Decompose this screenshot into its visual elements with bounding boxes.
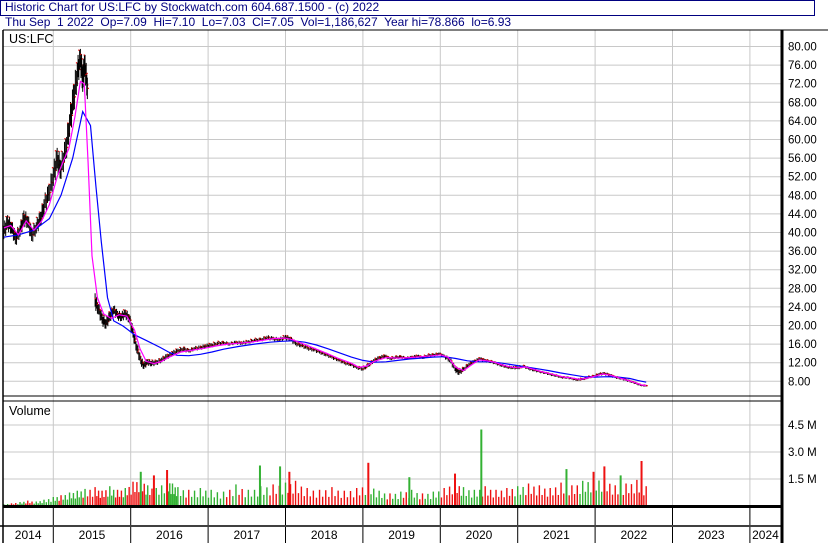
volume-pane-label: Volume xyxy=(9,404,51,418)
svg-text:64.00: 64.00 xyxy=(788,116,817,128)
quote-summary-line: Thu Sep 1 2022 Op=7.09 Hi=7.10 Lo=7.03 C… xyxy=(5,15,512,29)
svg-text:32.00: 32.00 xyxy=(788,265,817,277)
svg-text:12.00: 12.00 xyxy=(788,358,817,370)
svg-text:72.00: 72.00 xyxy=(788,79,817,91)
svg-text:2014: 2014 xyxy=(15,528,42,542)
svg-text:2021: 2021 xyxy=(543,528,570,542)
svg-text:2024: 2024 xyxy=(752,528,779,542)
chart-borders xyxy=(0,29,828,543)
svg-text:2019: 2019 xyxy=(388,528,415,542)
svg-text:76.00: 76.00 xyxy=(788,60,817,72)
svg-text:36.00: 36.00 xyxy=(788,246,817,258)
svg-text:20.00: 20.00 xyxy=(788,321,817,333)
title-bar: Historic Chart for US:LFC by Stockwatch.… xyxy=(0,0,815,16)
svg-text:2023: 2023 xyxy=(698,528,725,542)
svg-text:44.00: 44.00 xyxy=(788,209,817,221)
svg-text:28.00: 28.00 xyxy=(788,283,817,295)
svg-text:2017: 2017 xyxy=(233,528,260,542)
svg-text:68.00: 68.00 xyxy=(788,97,817,109)
svg-text:2022: 2022 xyxy=(620,528,647,542)
gridlines xyxy=(3,30,781,505)
svg-text:2020: 2020 xyxy=(466,528,493,542)
svg-text:56.00: 56.00 xyxy=(788,153,817,165)
svg-text:3.0 M: 3.0 M xyxy=(788,447,817,459)
svg-text:8.00: 8.00 xyxy=(788,376,810,388)
svg-text:2015: 2015 xyxy=(79,528,106,542)
axis-labels: 80.00 76.00 72.00 68.00 64.00 60.00 56.00 52.00… xyxy=(15,42,817,543)
svg-text:80.00: 80.00 xyxy=(788,42,817,54)
moving-average-lines xyxy=(3,80,647,387)
svg-text:4.5 M: 4.5 M xyxy=(788,420,817,432)
svg-text:48.00: 48.00 xyxy=(788,190,817,202)
svg-text:52.00: 52.00 xyxy=(788,172,817,184)
svg-text:2018: 2018 xyxy=(311,528,338,542)
volume-bars xyxy=(3,429,647,505)
svg-text:24.00: 24.00 xyxy=(788,302,817,314)
svg-text:16.00: 16.00 xyxy=(788,339,817,351)
symbol-label: US:LFC xyxy=(9,32,53,46)
svg-text:60.00: 60.00 xyxy=(788,135,817,147)
svg-text:40.00: 40.00 xyxy=(788,228,817,240)
svg-text:2016: 2016 xyxy=(156,528,183,542)
svg-text:1.5 M: 1.5 M xyxy=(788,474,817,486)
